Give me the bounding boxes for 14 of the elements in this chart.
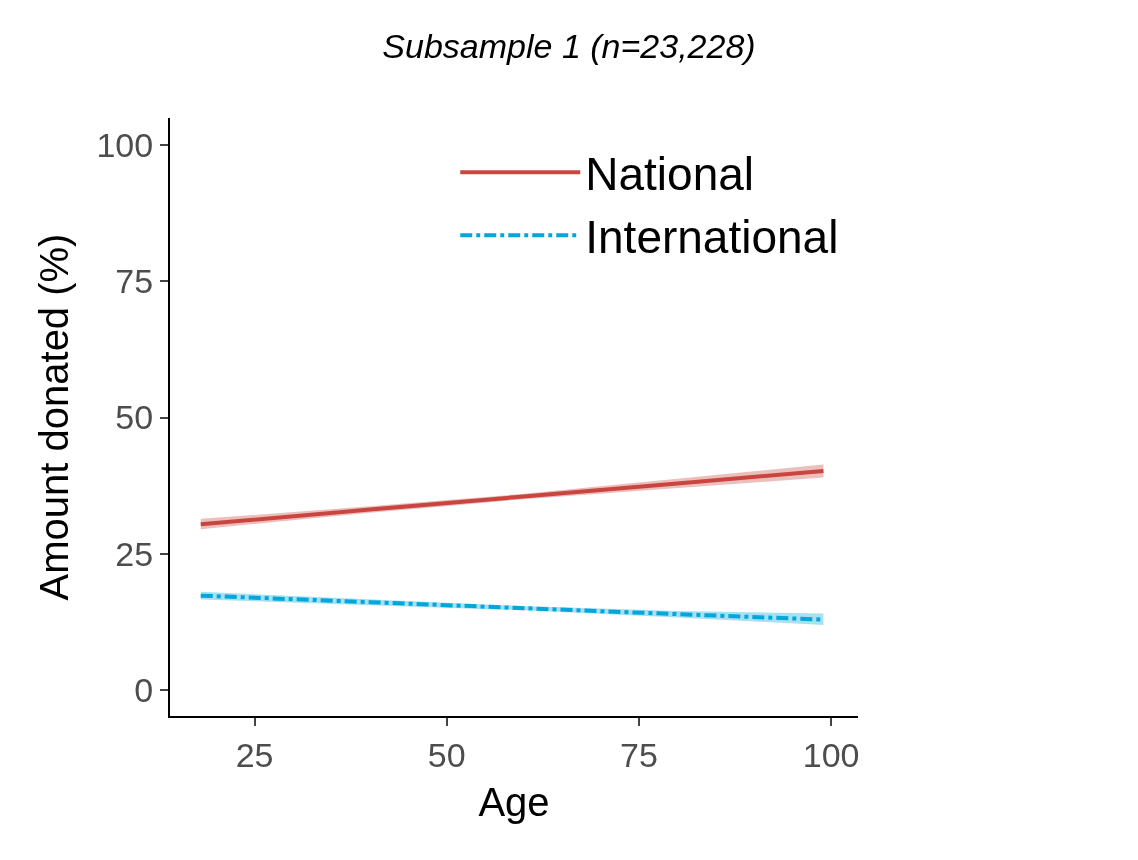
x-tick-label: 50 <box>427 735 466 774</box>
y-tick-label: 0 <box>134 670 154 709</box>
y-axis-title: Amount donated (%) <box>32 233 77 601</box>
x-tick-label: 75 <box>620 735 658 774</box>
y-tick-label: 50 <box>115 398 154 437</box>
y-tick-label: 25 <box>115 534 154 573</box>
legend-label: National <box>585 148 755 201</box>
legend-label: International <box>585 211 839 264</box>
x-tick-label: 25 <box>235 735 274 774</box>
y-tick-label: 75 <box>115 262 154 301</box>
x-axis-title: Age <box>478 779 550 824</box>
y-tick-label: 100 <box>96 126 154 165</box>
x-tick-label: 100 <box>802 735 860 774</box>
chart-title: Subsample 1 (n=23,228) <box>382 27 756 66</box>
